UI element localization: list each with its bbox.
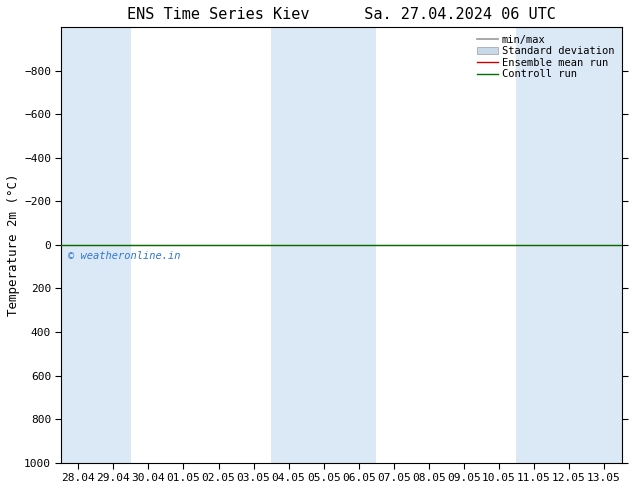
Text: © weatheronline.in: © weatheronline.in (68, 251, 180, 262)
Legend: min/max, Standard deviation, Ensemble mean run, Controll run: min/max, Standard deviation, Ensemble me… (475, 32, 616, 81)
Y-axis label: Temperature 2m (°C): Temperature 2m (°C) (7, 174, 20, 316)
Bar (271, 27, 376, 463)
Bar (61, 27, 131, 463)
Title: ENS Time Series Kiev      Sa. 27.04.2024 06 UTC: ENS Time Series Kiev Sa. 27.04.2024 06 U… (127, 7, 555, 22)
Bar (516, 27, 621, 463)
